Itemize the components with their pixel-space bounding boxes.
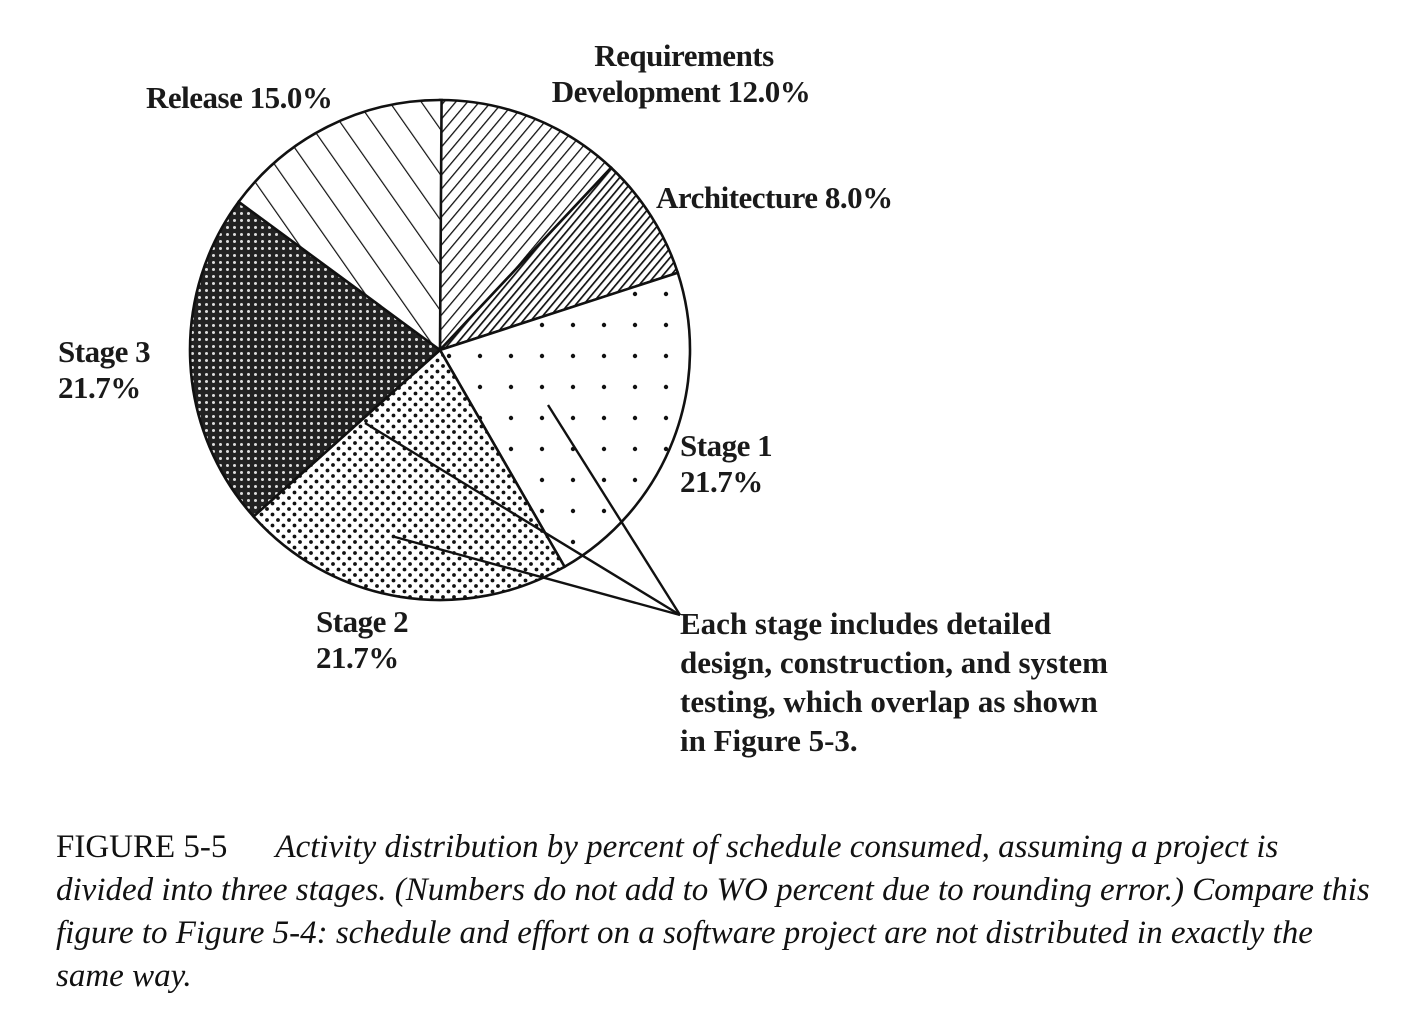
callout-line-stage-1 [546,404,682,616]
pie-slice-architecture [439,165,680,352]
annotation-line: design, construction, and system [680,645,1109,680]
slice-label-architecture: Architecture 8.0% [656,180,893,216]
slice-label-stage-2: Stage 2 21.7% [316,604,409,676]
pie-slice-stage-3 [188,199,443,519]
figure-number: FIGURE 5-5 [56,829,228,865]
label-line: Stage 2 [316,604,409,639]
slice-label-stage-1: Stage 1 21.7% [680,428,773,500]
callout-line-stage-3 [364,421,681,617]
callout-line-stage-2 [394,535,681,617]
pie-slice-requirements-development [438,98,613,354]
label-line: Development 12.0% [551,74,811,109]
label-line: Architecture 8.0% [656,180,893,215]
label-line: Stage 3 [58,334,151,369]
label-line: 21.7% [58,370,141,405]
annotation-line: in Figure 5-3. [680,723,858,758]
pie-slice-stage-2 [251,347,567,602]
label-line: Release 15.0% [146,80,333,115]
pie-slice-stage-1 [438,271,692,569]
slice-label-requirements: Requirements Development 12.0% [524,38,844,110]
label-line: Requirements [594,38,774,73]
label-line: 21.7% [316,640,399,675]
pie-slice-release [236,98,443,353]
figure-caption: FIGURE 5-5 Activity distribution by perce… [56,826,1376,998]
caption-text: Activity distribution by percent of sche… [56,829,1370,994]
slice-label-stage-3: Stage 3 21.7% [58,334,151,406]
stage-annotation: Each stage includes detailed design, con… [680,604,1240,760]
annotation-line: Each stage includes detailed [680,606,1052,641]
annotation-line: testing, which overlap as shown [680,684,1098,719]
slice-label-release: Release 15.0% [146,80,333,116]
label-line: Stage 1 [680,428,773,463]
label-line: 21.7% [680,464,763,499]
